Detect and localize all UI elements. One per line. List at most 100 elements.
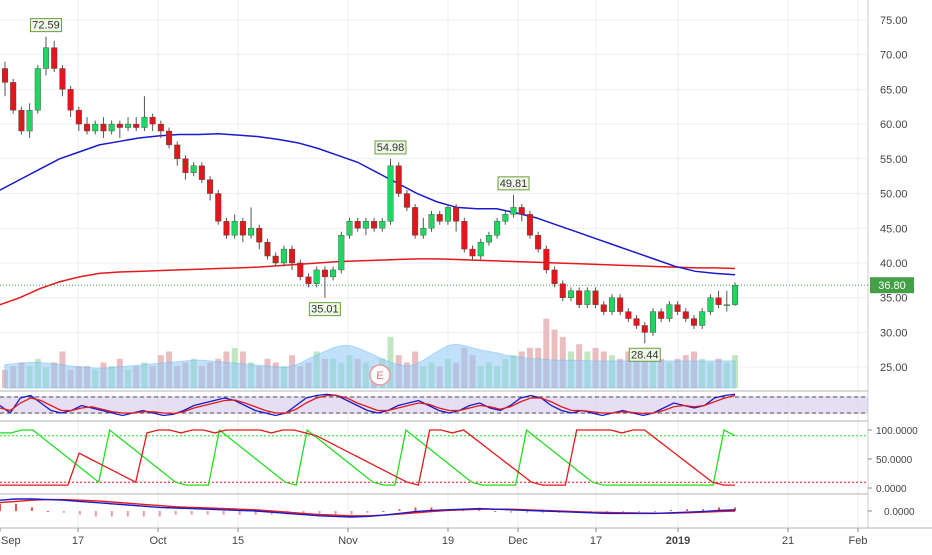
- macd-histogram-bar: [190, 511, 193, 515]
- macd-histogram-bar: [174, 511, 177, 515]
- candle-up: [43, 47, 50, 69]
- time-tick-label: 15: [232, 535, 244, 547]
- candle-down: [641, 325, 648, 333]
- candle-down: [633, 318, 640, 326]
- candle-down: [75, 109, 82, 125]
- candle-down: [100, 123, 107, 132]
- aroon-up-line: [0, 428, 736, 486]
- candle-down: [592, 290, 599, 305]
- macd-histogram-bar: [142, 511, 145, 517]
- candle-down: [715, 297, 722, 305]
- candle-up: [313, 269, 320, 285]
- y-tick-label: 45.00: [880, 223, 908, 235]
- candle-down: [461, 221, 468, 250]
- candle-down: [10, 82, 17, 111]
- candle-down: [412, 207, 419, 236]
- candle-down: [600, 304, 607, 312]
- candle-down: [551, 269, 558, 285]
- candle-down: [157, 123, 164, 132]
- candle-down: [682, 311, 689, 319]
- macd-histogram-bar: [686, 509, 689, 511]
- macd-tick-label: 0.0000: [884, 507, 915, 518]
- volume-bar: [551, 329, 558, 388]
- macd-histogram-bar: [478, 509, 481, 511]
- candle-down: [2, 68, 8, 83]
- candle-down: [182, 158, 189, 173]
- candle-down: [354, 221, 361, 229]
- candle-down: [625, 311, 632, 319]
- candle-down: [543, 248, 550, 271]
- macd-histogram-bar: [14, 503, 17, 511]
- candle-up: [26, 109, 33, 132]
- candle-up: [125, 123, 132, 128]
- macd-histogram-bar: [350, 511, 353, 515]
- price-label: 49.81: [500, 178, 528, 190]
- price-label: 72.59: [32, 20, 60, 32]
- macd-histogram-bar: [654, 511, 657, 512]
- candle-down: [215, 193, 222, 222]
- macd-histogram-bar: [62, 511, 65, 513]
- aroon-tick-label: 50.0000: [876, 455, 913, 466]
- macd-histogram-bar: [526, 511, 529, 513]
- candle-down: [289, 248, 296, 264]
- candle-up: [330, 269, 337, 278]
- candle-up: [649, 311, 656, 333]
- ma50-line: [0, 133, 736, 276]
- time-tick-label: 17: [590, 535, 602, 547]
- candle-down: [453, 207, 460, 222]
- time-tick-label: 21: [782, 535, 794, 547]
- earnings-icon: [369, 364, 391, 386]
- candle-up: [707, 297, 714, 312]
- price-label: 28.44: [631, 349, 659, 361]
- y-tick-label: 30.00: [880, 327, 908, 339]
- y-tick-label: 25.00: [880, 362, 908, 374]
- candle-up: [567, 290, 574, 298]
- macd-histogram-bar: [414, 507, 417, 511]
- candle-up: [428, 214, 435, 229]
- macd-histogram-bar: [238, 511, 241, 515]
- candle-up: [510, 207, 517, 215]
- y-tick-label: 70.00: [880, 50, 908, 62]
- macd-histogram-bar: [510, 511, 513, 513]
- candle-down: [297, 262, 304, 278]
- macd-histogram-bar: [734, 507, 736, 511]
- candle-down: [239, 221, 246, 236]
- last-price-tag: [870, 277, 914, 294]
- price-label-box: [497, 176, 530, 191]
- macd-histogram-bar: [46, 511, 49, 512]
- earnings-marker: E: [376, 370, 383, 382]
- candle-down: [272, 255, 279, 264]
- macd-histogram-bar: [334, 511, 337, 515]
- macd-histogram-bar: [430, 507, 433, 511]
- time-tick-label: Feb: [849, 535, 868, 547]
- candle-down: [674, 304, 681, 312]
- candle-down: [305, 276, 312, 285]
- macd-histogram-bar: [222, 511, 225, 515]
- candle-down: [256, 228, 263, 243]
- volume-average-area: [4, 343, 736, 389]
- candle-down: [658, 311, 665, 319]
- aroon-tick-label: 0.0000: [876, 484, 907, 495]
- price-label-box: [308, 302, 341, 317]
- candle-up: [338, 234, 345, 271]
- macd-histogram-bar: [318, 511, 321, 515]
- candle-up: [477, 241, 484, 257]
- macd-histogram-bar: [718, 507, 721, 511]
- volume-bar: [543, 318, 550, 388]
- macd-histogram-bar: [206, 511, 209, 515]
- candle-up: [92, 123, 99, 132]
- candle-down: [690, 318, 697, 326]
- price-label-box: [628, 347, 661, 362]
- candle-down: [18, 109, 25, 132]
- candle-up: [584, 290, 591, 305]
- candle-up: [502, 214, 509, 222]
- macd-histogram-bar: [94, 511, 97, 517]
- candle-up: [231, 221, 238, 236]
- candle-up: [108, 123, 115, 132]
- candle-up: [248, 228, 255, 236]
- candle-up: [732, 285, 739, 305]
- time-tick-label: Sep: [1, 535, 21, 547]
- candle-up: [190, 165, 197, 173]
